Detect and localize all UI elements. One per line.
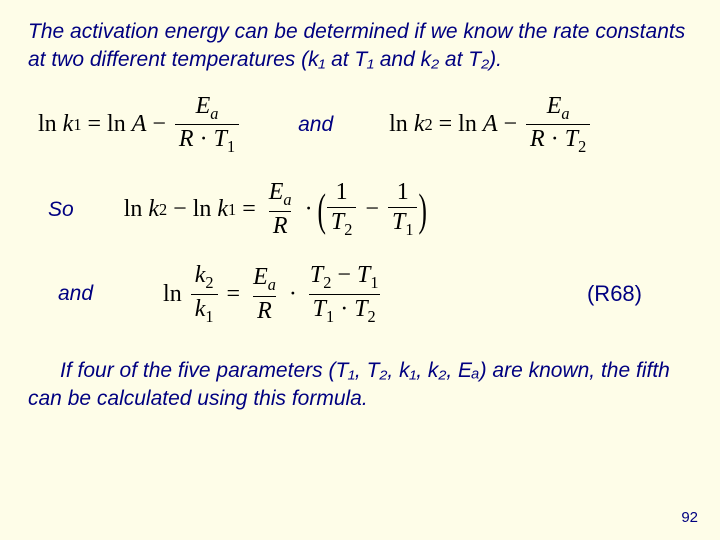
and-connector-2: and — [58, 282, 93, 306]
outro-paragraph: If four of the five parameters (T₁, T₂, … — [28, 357, 692, 414]
formula-difference: ln k2 − ln k1 = Ea R · ( 1 T2 − 1 T1 ) — [124, 179, 426, 240]
page-number: 92 — [681, 509, 698, 526]
intro-paragraph: The activation energy can be determined … — [28, 18, 692, 75]
intro-text: The activation energy can be determined … — [28, 20, 685, 71]
slide: The activation energy can be determined … — [0, 0, 720, 540]
so-connector: So — [48, 198, 74, 222]
and-connector-1: and — [298, 113, 333, 137]
outro-text: If four of the five parameters (T₁, T₂, … — [28, 359, 670, 410]
formula-lnk2: ln k2 = ln A − Ea R · T2 — [389, 93, 593, 158]
equation-row-2: So ln k2 − ln k1 = Ea R · ( 1 T2 − 1 T1 … — [48, 179, 692, 240]
equation-reference: (R68) — [587, 281, 642, 307]
equation-row-1: ln k1 = ln A − Ea R · T1 and ln k2 = ln … — [38, 93, 692, 158]
formula-final: ln k2 k1 = Ea R · T2 − T1 T1 · T2 — [163, 262, 385, 327]
formula-lnk1: ln k1 = ln A − Ea R · T1 — [38, 93, 242, 158]
equation-row-3: and ln k2 k1 = Ea R · T2 − T1 T1 · T2 (R… — [58, 262, 692, 327]
